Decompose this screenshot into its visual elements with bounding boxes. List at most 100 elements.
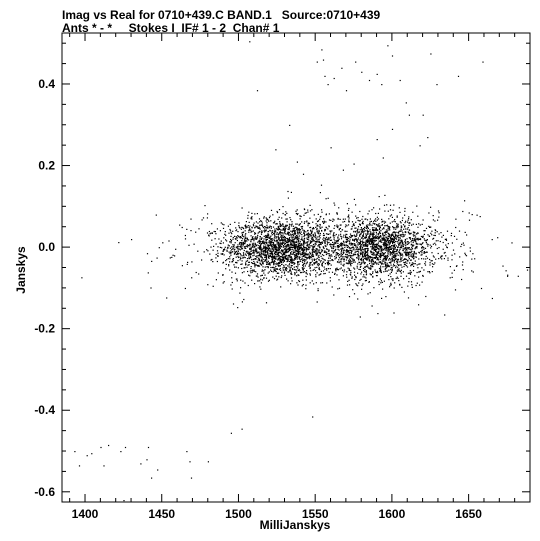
data-point bbox=[355, 238, 357, 240]
data-point bbox=[300, 254, 302, 256]
data-point bbox=[273, 237, 275, 239]
y-tick-label: 0.0 bbox=[38, 240, 55, 254]
data-point bbox=[268, 234, 270, 236]
data-point bbox=[269, 241, 272, 243]
data-point bbox=[350, 265, 352, 267]
data-point bbox=[260, 243, 262, 245]
data-point bbox=[373, 249, 375, 251]
data-point bbox=[264, 247, 266, 249]
data-point bbox=[302, 269, 304, 271]
data-point bbox=[346, 254, 348, 256]
data-point bbox=[369, 256, 371, 258]
data-point bbox=[384, 221, 387, 223]
data-point bbox=[291, 262, 293, 264]
data-point bbox=[511, 242, 513, 244]
data-point bbox=[414, 263, 416, 265]
data-point bbox=[289, 270, 291, 272]
data-point bbox=[400, 234, 402, 236]
data-point bbox=[360, 245, 362, 247]
data-point bbox=[374, 229, 376, 231]
data-point bbox=[309, 266, 311, 269]
data-point bbox=[295, 241, 298, 244]
data-point bbox=[407, 219, 409, 221]
data-point bbox=[306, 220, 308, 222]
data-point bbox=[274, 270, 276, 272]
data-point bbox=[346, 284, 349, 286]
data-point bbox=[382, 249, 384, 251]
data-point bbox=[377, 251, 379, 253]
data-point bbox=[287, 231, 289, 233]
data-point bbox=[365, 277, 367, 279]
data-point bbox=[272, 226, 275, 228]
data-point bbox=[390, 261, 392, 263]
data-point bbox=[395, 241, 397, 243]
data-point bbox=[422, 219, 424, 221]
data-point bbox=[359, 220, 361, 222]
data-point bbox=[436, 247, 438, 250]
data-point bbox=[378, 256, 381, 258]
data-point bbox=[343, 244, 345, 247]
data-point bbox=[324, 245, 326, 247]
data-point bbox=[327, 242, 329, 244]
data-point bbox=[384, 266, 386, 268]
data-point bbox=[267, 233, 269, 235]
data-point bbox=[381, 218, 383, 220]
data-point bbox=[411, 284, 413, 286]
data-point bbox=[440, 257, 442, 259]
data-point bbox=[309, 258, 311, 260]
data-point bbox=[361, 262, 363, 264]
data-point bbox=[291, 280, 293, 282]
data-point bbox=[357, 226, 360, 228]
data-point bbox=[313, 258, 315, 260]
data-point bbox=[283, 257, 285, 259]
data-point bbox=[364, 276, 366, 278]
data-point bbox=[277, 237, 279, 239]
data-point bbox=[436, 231, 438, 233]
data-point bbox=[374, 244, 376, 246]
data-point bbox=[306, 238, 308, 240]
data-point bbox=[261, 251, 263, 253]
data-point bbox=[247, 225, 249, 227]
data-point bbox=[276, 236, 278, 238]
data-point bbox=[271, 261, 273, 263]
data-point bbox=[306, 273, 308, 275]
data-point bbox=[306, 254, 308, 256]
data-point bbox=[388, 227, 390, 229]
data-point bbox=[319, 273, 321, 276]
data-point bbox=[333, 227, 335, 229]
data-point bbox=[278, 237, 280, 239]
data-point bbox=[292, 242, 294, 244]
data-point bbox=[361, 222, 363, 225]
data-point bbox=[393, 239, 395, 241]
data-point bbox=[283, 264, 285, 266]
data-point bbox=[416, 264, 418, 266]
data-point bbox=[304, 221, 306, 223]
data-point bbox=[354, 251, 356, 253]
data-point bbox=[392, 278, 394, 280]
data-point bbox=[262, 261, 264, 263]
data-point bbox=[399, 211, 401, 213]
data-point bbox=[239, 237, 241, 239]
data-point bbox=[385, 247, 387, 249]
data-point bbox=[370, 265, 372, 267]
data-point bbox=[355, 276, 357, 278]
data-point bbox=[317, 224, 319, 226]
data-point bbox=[241, 272, 243, 274]
data-point bbox=[267, 235, 269, 237]
data-point bbox=[242, 227, 244, 229]
data-point bbox=[302, 254, 304, 256]
data-point bbox=[131, 239, 133, 241]
data-point bbox=[309, 227, 311, 229]
data-point bbox=[251, 259, 253, 261]
data-point bbox=[222, 261, 225, 263]
data-point bbox=[379, 268, 382, 270]
data-point bbox=[407, 253, 409, 255]
data-point bbox=[298, 238, 300, 240]
data-point bbox=[328, 250, 330, 252]
data-point bbox=[310, 240, 313, 242]
data-point bbox=[277, 264, 279, 267]
data-point bbox=[215, 279, 217, 281]
data-point bbox=[359, 261, 361, 264]
data-point bbox=[447, 243, 449, 245]
data-point bbox=[237, 256, 240, 259]
